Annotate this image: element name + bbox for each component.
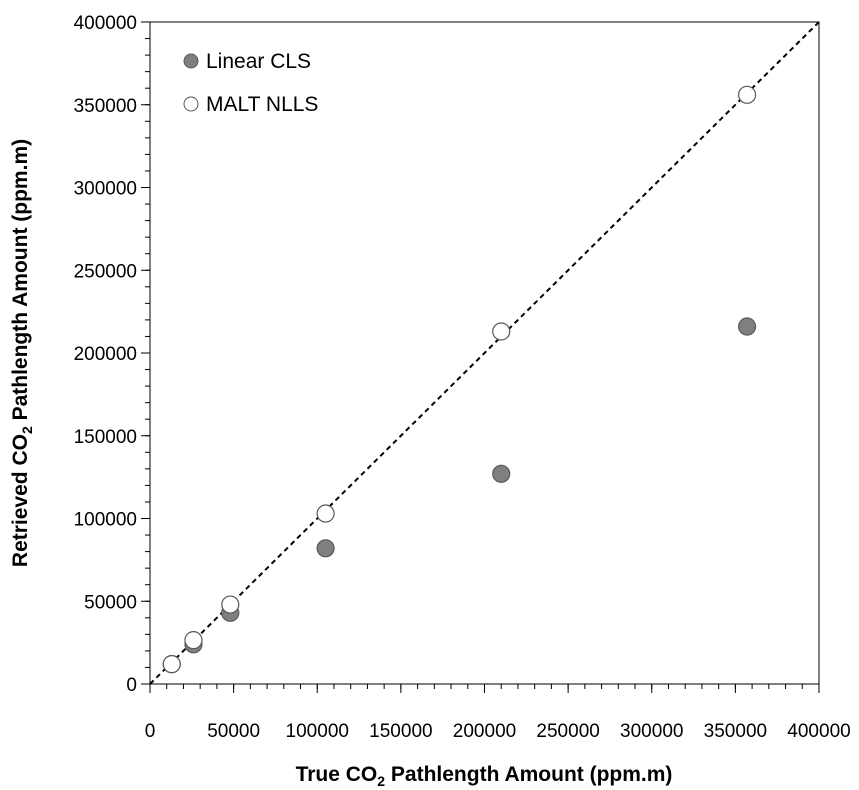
- y-axis-ticks: 0 50000 100000 150000 200000 250000 300000 3500…: [74, 13, 150, 696]
- x-tick-label: 250000: [536, 721, 599, 742]
- x-tick-label: 100000: [286, 721, 349, 742]
- point-linear-cls: [316, 539, 335, 558]
- x-tick-label: 0: [145, 721, 156, 742]
- point-malt-nlls: [184, 631, 203, 650]
- point-malt-nlls: [737, 85, 757, 104]
- x-tick-label: 150000: [369, 721, 432, 742]
- one-to-one-reference-line: [149, 21, 820, 685]
- x-tick-label: 300000: [620, 721, 683, 742]
- legend-label-linear-cls: Linear CLS: [206, 50, 311, 73]
- point-malt-nlls: [316, 504, 335, 523]
- point-linear-cls: [492, 464, 511, 483]
- legend: Linear CLS MALT NLLS: [183, 50, 318, 116]
- point-linear-cls: [737, 317, 757, 336]
- data-points: [162, 85, 757, 674]
- point-malt-nlls: [221, 595, 240, 614]
- y-tick-label: 50000: [84, 592, 137, 613]
- legend-marker-linear-cls: [183, 53, 199, 69]
- point-malt-nlls: [162, 655, 181, 674]
- x-tick-label: 200000: [453, 721, 516, 742]
- y-axis-title: Retrieved CO2 Pathlength Amount (ppm.m): [9, 139, 35, 567]
- x-tick-label: 50000: [207, 721, 260, 742]
- y-tick-label: 400000: [74, 13, 137, 34]
- x-axis-title: True CO2 Pathlength Amount (ppm.m): [296, 763, 673, 789]
- y-tick-label: 350000: [74, 96, 137, 117]
- y-tick-label: 200000: [74, 344, 137, 365]
- x-axis-ticks: 0 50000 100000 150000 200000 250000 300000 3500…: [145, 684, 851, 742]
- y-tick-label: 250000: [74, 261, 137, 282]
- point-malt-nlls: [492, 322, 511, 341]
- y-tick-label: 0: [126, 675, 137, 696]
- legend-label-malt-nlls: MALT NLLS: [206, 93, 318, 116]
- y-tick-label: 300000: [74, 179, 137, 200]
- x-tick-label: 350000: [704, 721, 767, 742]
- y-tick-label: 150000: [74, 427, 137, 448]
- x-tick-label: 400000: [787, 721, 850, 742]
- y-tick-label: 100000: [74, 510, 137, 531]
- legend-marker-malt-nlls: [183, 96, 199, 112]
